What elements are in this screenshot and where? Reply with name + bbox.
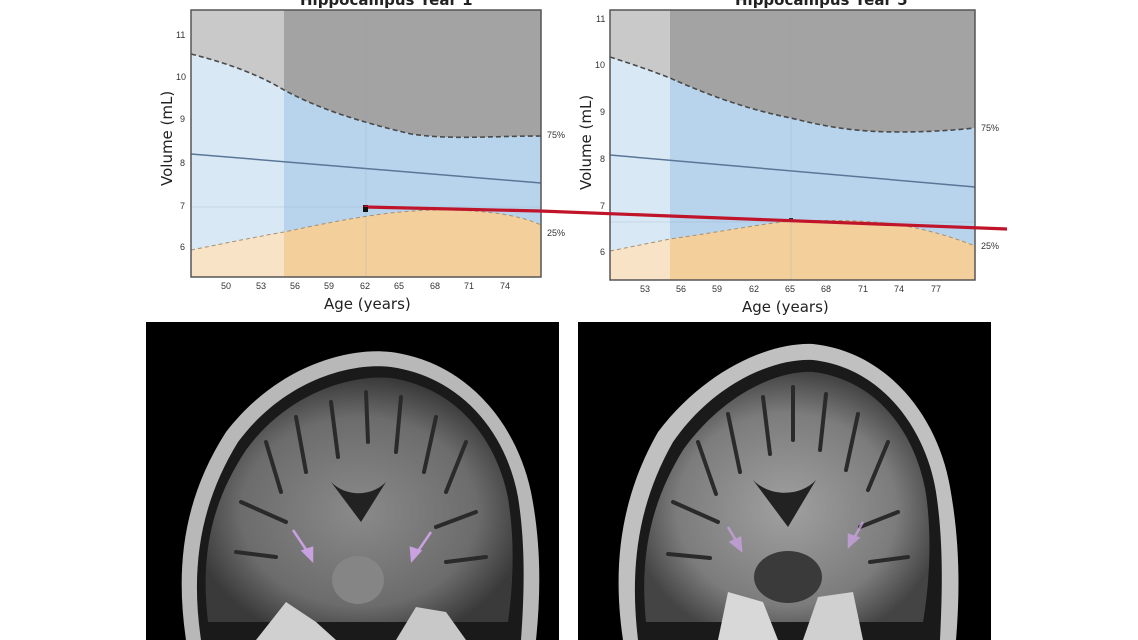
- chart-title: Hippocampus Year 5: [735, 0, 908, 9]
- pct-75-label: 75%: [981, 123, 1000, 133]
- pct-25-label: 25%: [547, 228, 566, 238]
- x-tick: 59: [712, 284, 723, 294]
- x-axis-label: Age (years): [324, 295, 411, 313]
- y-tick: 7: [180, 201, 186, 211]
- x-tick: 62: [360, 281, 371, 291]
- y-tick: 7: [600, 201, 606, 211]
- x-tick: 62: [749, 284, 760, 294]
- pct-25-label: 25%: [981, 241, 1000, 251]
- x-tick: 50: [221, 281, 232, 291]
- mri-image-year-5: [578, 322, 991, 640]
- x-tick: 71: [858, 284, 869, 294]
- x-tick: 74: [894, 284, 905, 294]
- pct-75-label: 75%: [547, 130, 566, 140]
- arrow-icon: [291, 529, 433, 564]
- y-tick: 11: [596, 14, 606, 24]
- x-tick: 56: [676, 284, 687, 294]
- y-tick: 8: [180, 158, 186, 168]
- x-tick: 56: [290, 281, 301, 291]
- x-tick: 71: [464, 281, 475, 291]
- x-tick: 53: [256, 281, 267, 291]
- y-tick: 9: [180, 114, 186, 124]
- x-tick: 74: [500, 281, 511, 291]
- arrow-icon: [726, 521, 865, 553]
- y-tick: 6: [600, 247, 606, 257]
- plot-area: [190, 9, 542, 278]
- y-tick: 9: [600, 107, 606, 117]
- x-tick: 77: [931, 284, 942, 294]
- x-tick: 65: [785, 284, 796, 294]
- x-tick: 53: [640, 284, 651, 294]
- x-tick: 65: [394, 281, 405, 291]
- y-tick: 6: [180, 242, 186, 252]
- mri-image-year-1: [146, 322, 559, 640]
- chart-title: Hippocampus Year 1: [300, 0, 473, 9]
- y-tick: 10: [595, 60, 606, 70]
- x-tick: 68: [821, 284, 832, 294]
- x-axis-label: Age (years): [742, 298, 829, 316]
- x-tick: 59: [324, 281, 335, 291]
- x-tick: 68: [430, 281, 441, 291]
- y-tick: 8: [600, 154, 606, 164]
- y-tick: 10: [176, 72, 187, 82]
- y-tick: 11: [176, 30, 186, 40]
